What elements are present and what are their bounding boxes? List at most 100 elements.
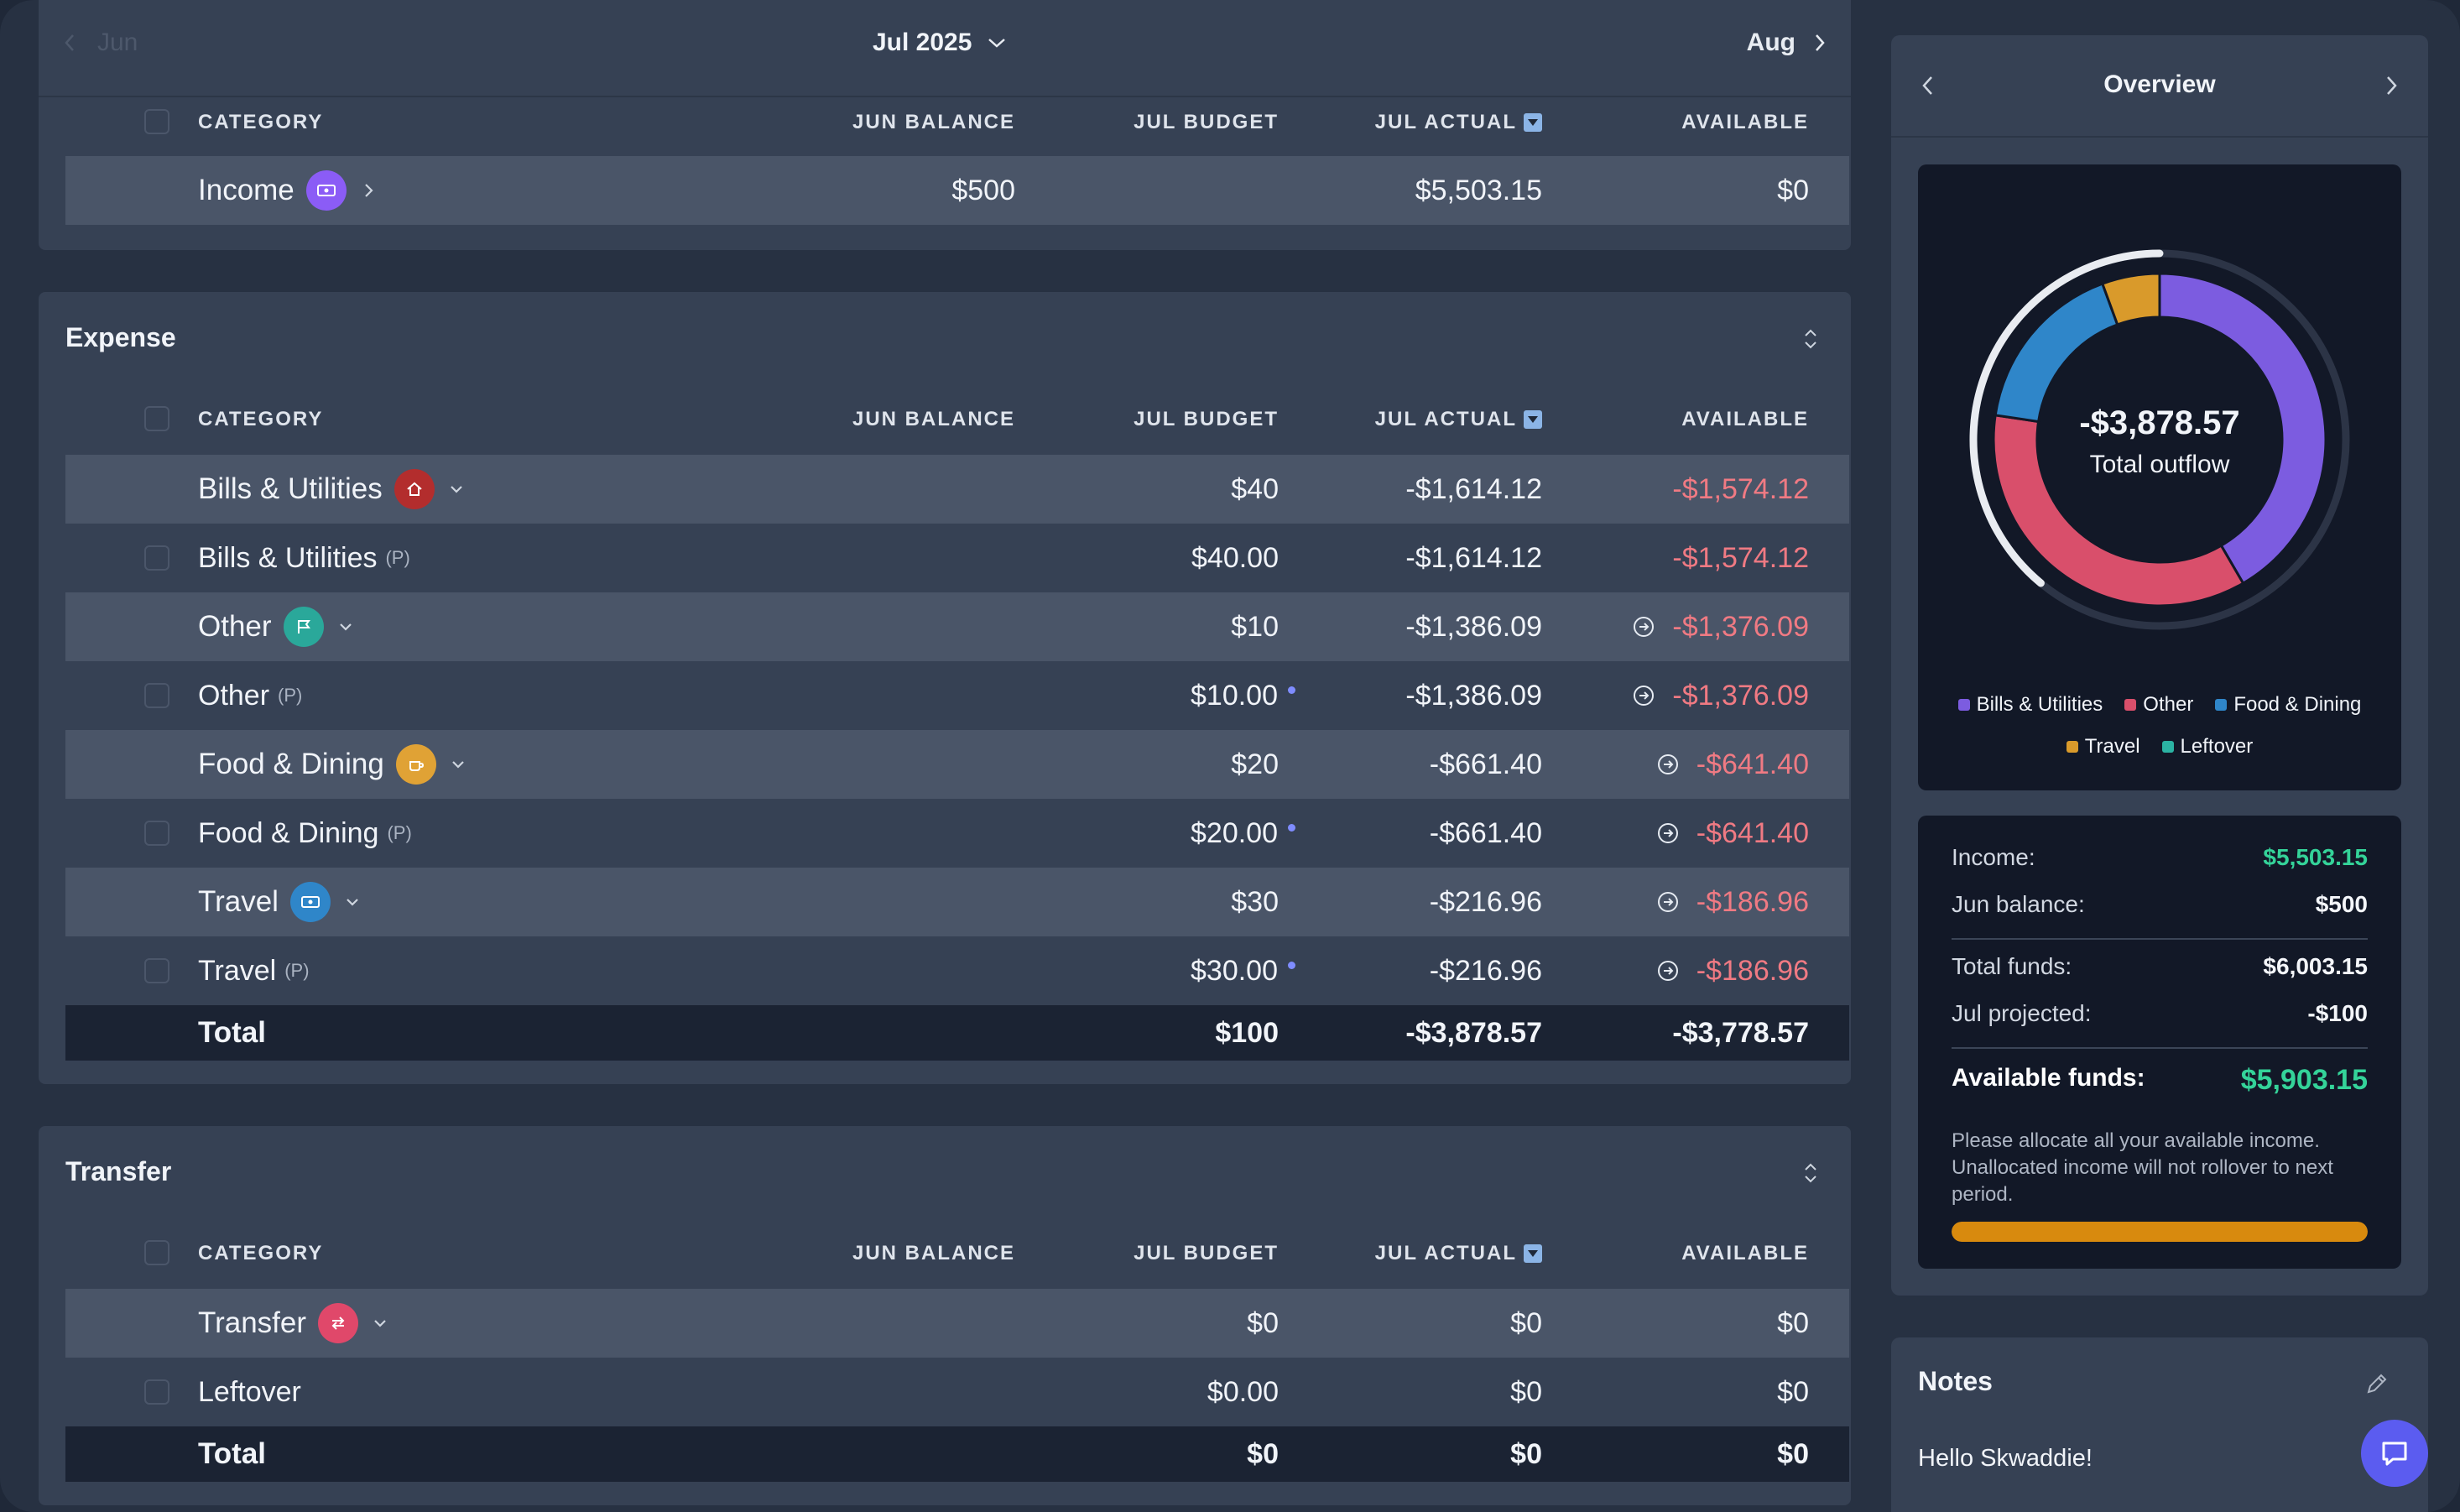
available-cell: $0 [1777, 1375, 1809, 1408]
budget-cell[interactable]: $10.00 [1191, 661, 1295, 730]
donut-slice-food-dining[interactable] [1994, 282, 2119, 424]
total-funds-summary-row: Total funds: $6,003.15 [1952, 953, 2368, 980]
col-category: CATEGORY [198, 1242, 324, 1264]
total-actual: $0 [1510, 1437, 1542, 1470]
col-jun-balance: JUN BALANCE [852, 111, 1015, 133]
budget-cell[interactable]: $20.00 [1191, 799, 1295, 868]
budget-cell[interactable]: $0 [1247, 1306, 1279, 1339]
budget-cell[interactable]: $10 [1231, 610, 1279, 643]
chevron-right-icon[interactable] [2381, 74, 2401, 97]
table-row[interactable]: Travel $30 -$216.96 -$186.96 [65, 868, 1849, 936]
label: Income: [1952, 844, 2035, 870]
total-label: Total [198, 1437, 267, 1470]
chevron-down-icon[interactable] [342, 892, 362, 912]
select-all-checkbox[interactable] [144, 109, 169, 134]
current-month-dropdown[interactable]: Jul 2025 [873, 29, 1007, 57]
actual-cell: $0 [1510, 1306, 1542, 1339]
table-row[interactable]: Travel (P) $30.00 -$216.96 -$186.96 [65, 936, 1849, 1005]
col-available: AVAILABLE [1681, 408, 1809, 430]
chevron-right-icon[interactable] [358, 180, 378, 201]
legend-swatch [2066, 741, 2078, 753]
row-checkbox[interactable] [144, 958, 169, 983]
legend-item[interactable]: Food & Dining [2215, 693, 2361, 717]
sort-desc-icon [1524, 1244, 1542, 1263]
arrow-circle-right-icon[interactable] [1656, 753, 1680, 776]
chevron-down-icon[interactable] [448, 754, 468, 774]
donut-slice-bills-utilities[interactable] [2158, 272, 2327, 586]
available-value: -$1,376.09 [1672, 610, 1809, 643]
donut-slice-other[interactable] [1992, 414, 2245, 607]
col-jul-actual[interactable]: JUL ACTUAL [1375, 408, 1542, 431]
arrow-circle-right-icon[interactable] [1632, 684, 1655, 707]
row-checkbox[interactable] [144, 683, 169, 708]
legend-item[interactable]: Travel [2066, 735, 2140, 759]
donut-chart [1969, 249, 2350, 630]
budget-cell[interactable]: $40.00 [1191, 541, 1279, 574]
donut-slice-travel[interactable] [2100, 272, 2161, 326]
col-jul-actual[interactable]: JUL ACTUAL [1375, 1242, 1542, 1265]
table-row[interactable]: Bills & Utilities (P) $40.00 -$1,614.12 … [65, 524, 1849, 592]
actual-cell: -$661.40 [1429, 748, 1542, 780]
category-name: Other [198, 679, 270, 712]
arrow-circle-right-icon[interactable] [1656, 959, 1680, 983]
chart-legend: Bills & Utilities Other Food & Dining Tr… [1935, 693, 2384, 759]
chevron-down-icon[interactable] [370, 1313, 390, 1333]
actual-cell: -$216.96 [1429, 954, 1542, 987]
transfer-table-header: CATEGORY JUN BALANCE JUL BUDGET JUL ACTU… [65, 1230, 1849, 1277]
row-checkbox[interactable] [144, 545, 169, 571]
arrow-circle-right-icon[interactable] [1656, 821, 1680, 845]
prev-month-button[interactable]: Jun [64, 29, 138, 57]
legend-swatch [2215, 699, 2228, 711]
budget-cell[interactable]: $30.00 [1191, 936, 1295, 1005]
table-row[interactable]: Other (P) $10.00 -$1,386.09 -$1,376.09 [65, 661, 1849, 730]
expand-collapse-icon[interactable] [1802, 1161, 1819, 1185]
table-row[interactable]: Other $10 -$1,386.09 -$1,376.09 [65, 592, 1849, 661]
category-name: Food & Dining [198, 816, 379, 849]
next-month-button[interactable]: Aug [1747, 29, 1826, 57]
table-row[interactable]: Food & Dining (P) $20.00 -$661.40 -$641.… [65, 799, 1849, 868]
legend-label: Food & Dining [2233, 693, 2362, 716]
sort-desc-icon [1524, 113, 1542, 132]
chevron-down-icon[interactable] [336, 617, 356, 637]
select-all-checkbox[interactable] [144, 406, 169, 431]
row-checkbox[interactable] [144, 1379, 169, 1405]
available-cell: -$186.96 [1656, 868, 1809, 936]
available-cell: -$1,574.12 [1672, 541, 1809, 574]
table-row[interactable]: Income $500 $5,503.15 $0 [65, 156, 1849, 225]
row-checkbox[interactable] [144, 821, 169, 846]
chat-button[interactable] [2361, 1420, 2428, 1487]
chevron-down-icon[interactable] [446, 479, 466, 499]
chevron-left-icon[interactable] [1918, 74, 1938, 97]
table-row[interactable]: Leftover $0.00 $0 $0 [65, 1358, 1849, 1426]
legend-item[interactable]: Other [2124, 693, 2193, 717]
expand-collapse-icon[interactable] [1802, 327, 1819, 351]
table-row[interactable]: Food & Dining $20 -$661.40 -$641.40 [65, 730, 1849, 799]
planned-badge: (P) [284, 960, 310, 981]
budget-cell[interactable]: $30 [1231, 885, 1279, 918]
table-row[interactable]: Bills & Utilities $40 -$1,614.12 -$1,574… [65, 455, 1849, 524]
total-available: -$3,778.57 [1672, 1016, 1809, 1049]
transfer-arrows-icon [318, 1303, 359, 1343]
col-jul-actual[interactable]: JUL ACTUAL [1375, 111, 1542, 134]
available-cell: -$641.40 [1656, 730, 1809, 799]
category-cell: Bills & Utilities (P) [198, 524, 410, 592]
arrow-circle-right-icon[interactable] [1656, 890, 1680, 914]
budget-cell[interactable]: $0.00 [1207, 1375, 1279, 1408]
pencil-icon[interactable] [2364, 1371, 2390, 1396]
legend-item[interactable]: Bills & Utilities [1957, 693, 2103, 717]
table-row[interactable]: Transfer $0 $0 $0 [65, 1289, 1849, 1358]
scheduled-dot [1288, 686, 1295, 694]
arrow-circle-right-icon[interactable] [1632, 615, 1655, 639]
projected-summary-row: Jul projected: -$100 [1952, 1000, 2368, 1027]
budget-cell[interactable]: $20 [1231, 748, 1279, 780]
income-table-header: CATEGORY JUN BALANCE JUL BUDGET JUL ACTU… [65, 99, 1849, 146]
category-cell: Other (P) [198, 661, 302, 730]
select-all-checkbox[interactable] [144, 1240, 169, 1265]
category-cell: Food & Dining [198, 730, 468, 799]
legend-label: Leftover [2180, 735, 2254, 758]
available-cell: $0 [1777, 174, 1809, 206]
available-value: -$641.40 [1696, 816, 1809, 849]
legend-item[interactable]: Leftover [2161, 735, 2254, 759]
budget-cell[interactable]: $40 [1231, 472, 1279, 505]
notes-body[interactable]: Hello Skwaddie! [1918, 1445, 2093, 1472]
